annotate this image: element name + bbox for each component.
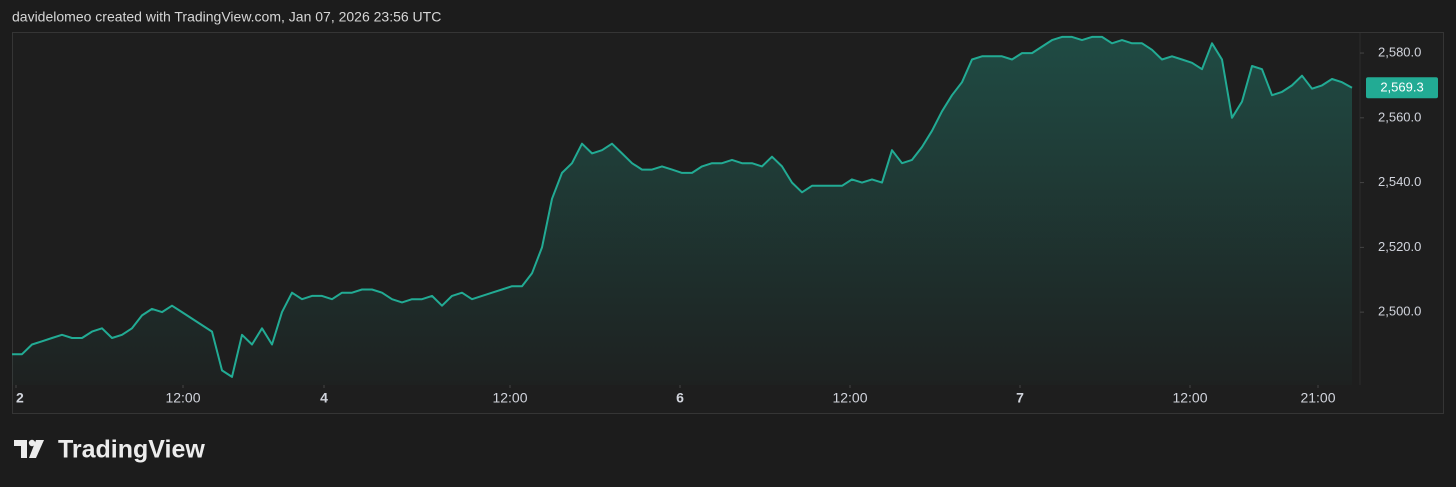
x-tick-label: 2 — [16, 390, 24, 406]
x-tick-label: 21:00 — [1300, 390, 1335, 406]
logo-mark — [29, 440, 44, 458]
y-tick-label: 2,540.0 — [1378, 174, 1421, 189]
price-badge-label: 2,569.3 — [1380, 80, 1423, 95]
x-tick-label: 12:00 — [1172, 390, 1207, 406]
x-tick-label: 12:00 — [492, 390, 527, 406]
x-tick-label: 7 — [1016, 390, 1024, 406]
logo — [14, 439, 44, 458]
x-tick-label: 4 — [320, 390, 328, 406]
logo-mark — [28, 439, 36, 447]
logo-mark — [14, 440, 27, 458]
x-tick-label: 12:00 — [165, 390, 200, 406]
y-tick-label: 2,520.0 — [1378, 239, 1421, 254]
y-tick-label: 2,580.0 — [1378, 44, 1421, 59]
brand: TradingView — [58, 436, 205, 464]
y-tick-label: 2,560.0 — [1378, 109, 1421, 124]
x-tick-label: 6 — [676, 390, 684, 406]
x-tick-label: 12:00 — [832, 390, 867, 406]
price-badge — [1366, 77, 1438, 99]
price-line — [12, 35, 1353, 378]
area-fill — [12, 36, 1352, 386]
header: davidelomeo created with TradingView.com… — [12, 9, 441, 25]
y-tick-label: 2,500.0 — [1378, 304, 1421, 319]
